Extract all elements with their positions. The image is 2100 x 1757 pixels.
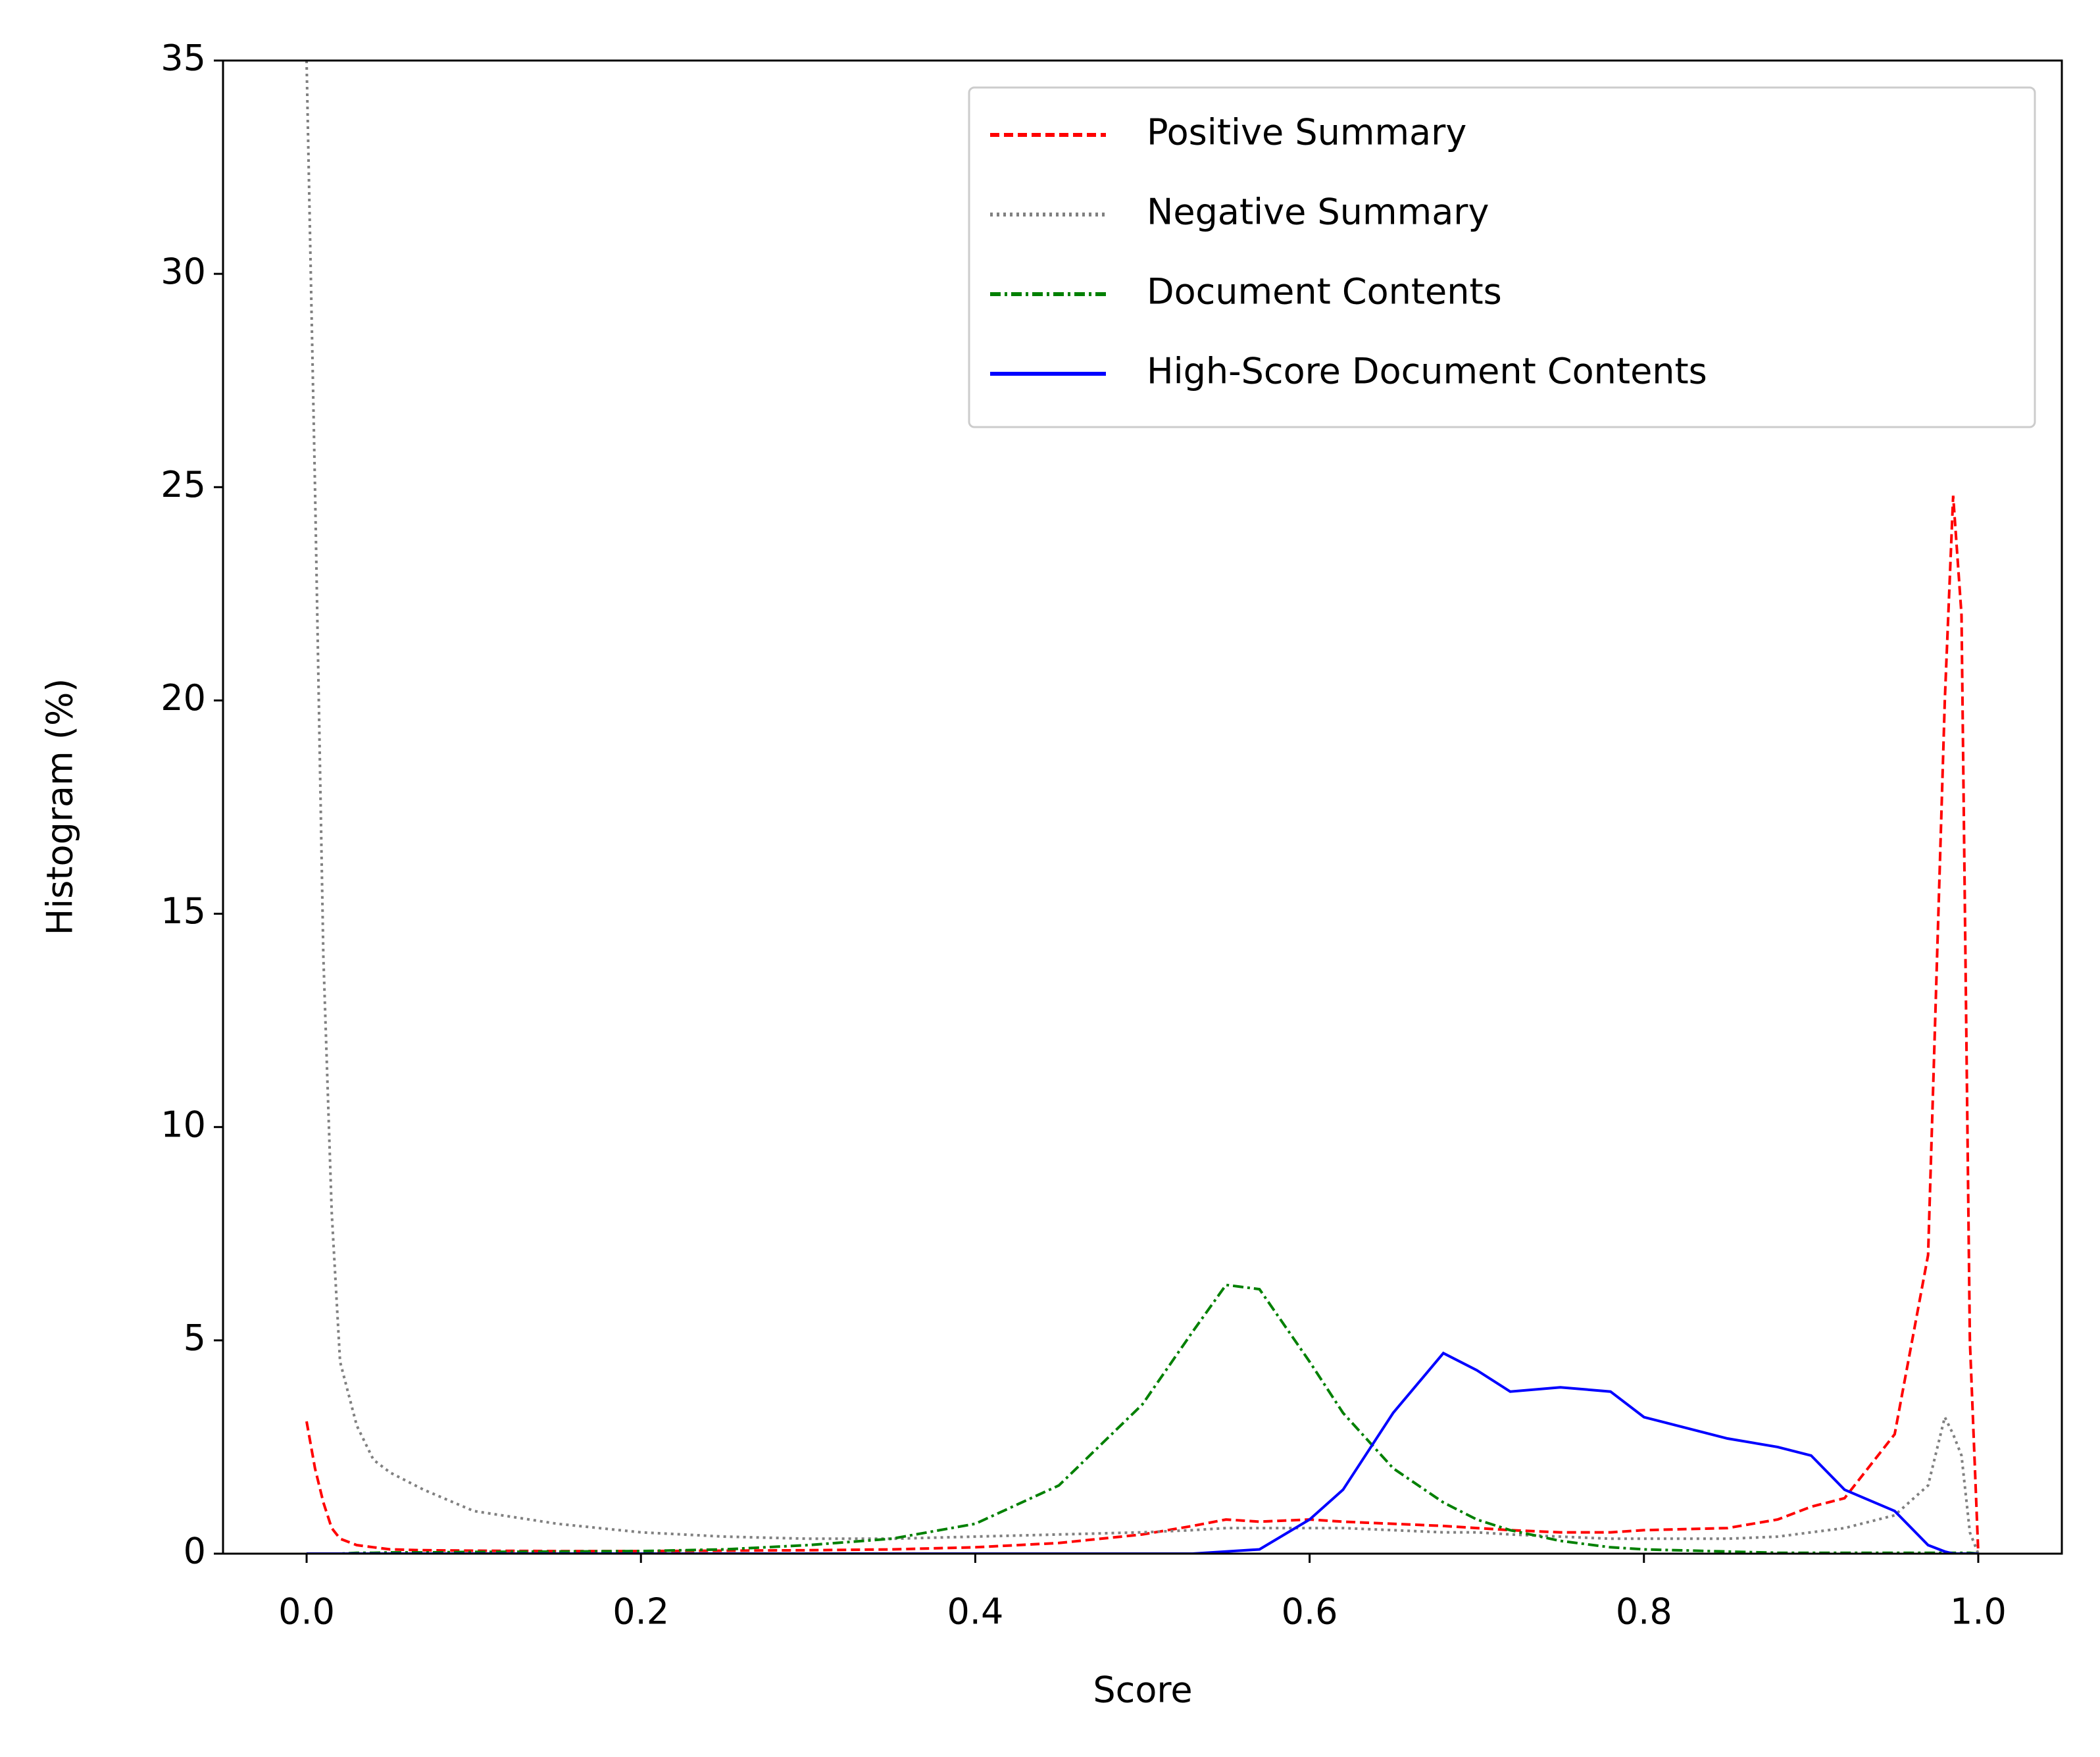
y-tick-label: 25 xyxy=(161,464,206,505)
y-tick-label: 20 xyxy=(161,677,206,719)
legend-label: Positive Summary xyxy=(1147,112,1466,153)
legend-box xyxy=(968,86,2036,428)
series-line xyxy=(305,61,1980,1554)
series-line xyxy=(307,1351,1978,1554)
x-axis-label: Score xyxy=(1093,1669,1192,1711)
y-tick-label: 30 xyxy=(161,251,206,292)
legend-label: High-Score Document Contents xyxy=(1147,351,1707,392)
x-tick-label: 0.4 xyxy=(947,1591,1003,1633)
legend-label: Negative Summary xyxy=(1147,191,1489,233)
x-tick-label: 0.8 xyxy=(1616,1591,1672,1633)
series-line xyxy=(305,496,1980,1554)
x-tick-label: 1.0 xyxy=(1950,1591,2007,1633)
legend-label: Document Contents xyxy=(1147,271,1502,313)
y-tick-label: 10 xyxy=(161,1104,206,1145)
y-tick-label: 0 xyxy=(184,1531,206,1572)
y-tick-label: 5 xyxy=(184,1317,206,1358)
y-tick-label: 15 xyxy=(161,890,206,932)
x-tick-label: 0.2 xyxy=(612,1591,669,1633)
axes-frame xyxy=(222,59,2063,1555)
y-tick-label: 35 xyxy=(161,38,206,79)
x-tick-label: 0.6 xyxy=(1282,1591,1338,1633)
y-axis-label: Histogram (%) xyxy=(39,678,81,936)
x-tick-label: 0.0 xyxy=(278,1591,335,1633)
